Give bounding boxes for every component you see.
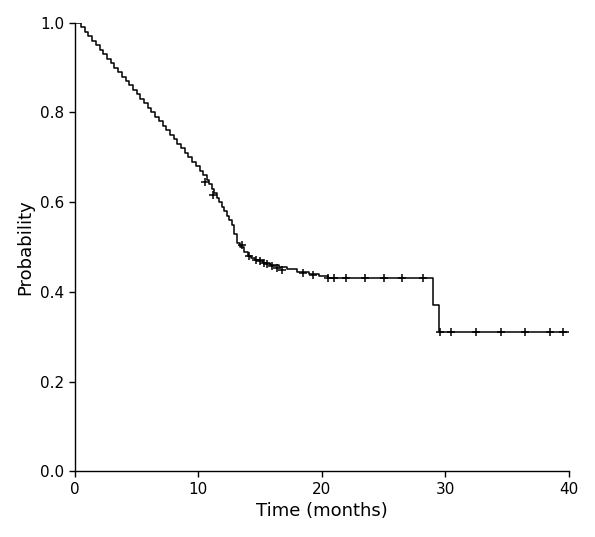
- Y-axis label: Probability: Probability: [17, 199, 35, 295]
- X-axis label: Time (months): Time (months): [256, 502, 388, 520]
